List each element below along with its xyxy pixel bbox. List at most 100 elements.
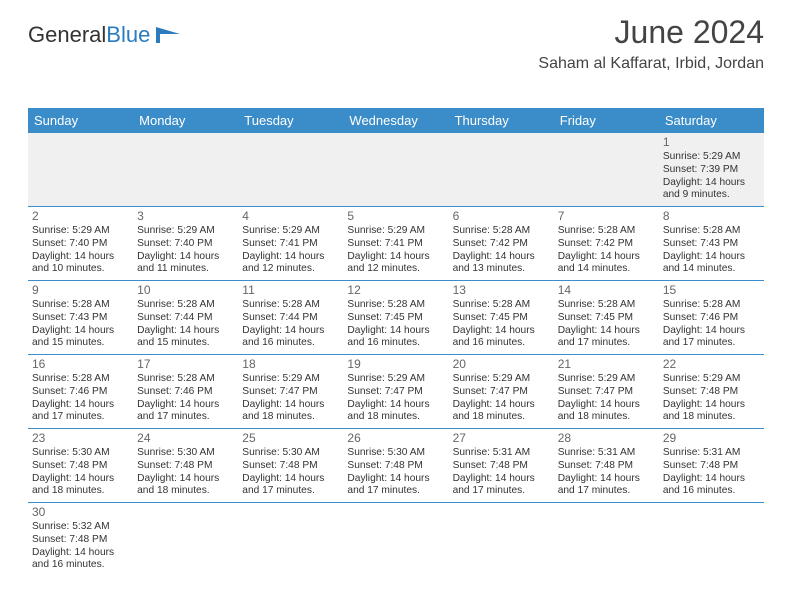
daylight-text: and 15 minutes. (32, 337, 129, 350)
day-number: 12 (347, 283, 444, 298)
sunrise-text: Sunrise: 5:28 AM (137, 373, 234, 386)
daylight-text: and 12 minutes. (347, 263, 444, 276)
daylight-text: Daylight: 14 hours (242, 399, 339, 412)
dayname-header: Friday (554, 108, 659, 133)
day-number: 21 (558, 357, 655, 372)
sunset-text: Sunset: 7:45 PM (453, 312, 550, 325)
sunset-text: Sunset: 7:48 PM (32, 460, 129, 473)
day-number: 23 (32, 431, 129, 446)
sunrise-text: Sunrise: 5:29 AM (558, 373, 655, 386)
day-cell: 4Sunrise: 5:29 AMSunset: 7:41 PMDaylight… (238, 207, 343, 280)
daylight-text: Daylight: 14 hours (558, 399, 655, 412)
empty-cell (449, 133, 554, 206)
sunrise-text: Sunrise: 5:31 AM (453, 447, 550, 460)
day-cell: 29Sunrise: 5:31 AMSunset: 7:48 PMDayligh… (659, 429, 764, 502)
daylight-text: and 16 minutes. (32, 559, 129, 572)
sunrise-text: Sunrise: 5:29 AM (347, 225, 444, 238)
sunrise-text: Sunrise: 5:28 AM (558, 225, 655, 238)
sunset-text: Sunset: 7:39 PM (663, 164, 760, 177)
daylight-text: and 13 minutes. (453, 263, 550, 276)
sunrise-text: Sunrise: 5:28 AM (453, 299, 550, 312)
sunrise-text: Sunrise: 5:28 AM (32, 373, 129, 386)
day-number: 6 (453, 209, 550, 224)
daylight-text: and 11 minutes. (137, 263, 234, 276)
day-cell: 1Sunrise: 5:29 AMSunset: 7:39 PMDaylight… (659, 133, 764, 206)
sunrise-text: Sunrise: 5:28 AM (453, 225, 550, 238)
sunset-text: Sunset: 7:48 PM (663, 460, 760, 473)
day-cell: 22Sunrise: 5:29 AMSunset: 7:48 PMDayligh… (659, 355, 764, 428)
daylight-text: and 16 minutes. (242, 337, 339, 350)
day-cell: 18Sunrise: 5:29 AMSunset: 7:47 PMDayligh… (238, 355, 343, 428)
day-cell: 24Sunrise: 5:30 AMSunset: 7:48 PMDayligh… (133, 429, 238, 502)
day-cell: 11Sunrise: 5:28 AMSunset: 7:44 PMDayligh… (238, 281, 343, 354)
sunset-text: Sunset: 7:45 PM (558, 312, 655, 325)
location-subtitle: Saham al Kaffarat, Irbid, Jordan (538, 55, 764, 73)
empty-cell (133, 503, 238, 576)
day-number: 10 (137, 283, 234, 298)
sunrise-text: Sunrise: 5:30 AM (242, 447, 339, 460)
day-number: 7 (558, 209, 655, 224)
day-number: 3 (137, 209, 234, 224)
sunrise-text: Sunrise: 5:28 AM (663, 225, 760, 238)
sunrise-text: Sunrise: 5:29 AM (663, 151, 760, 164)
daylight-text: Daylight: 14 hours (663, 177, 760, 190)
daylight-text: Daylight: 14 hours (242, 473, 339, 486)
sunset-text: Sunset: 7:48 PM (32, 534, 129, 547)
daylight-text: and 18 minutes. (558, 411, 655, 424)
day-cell: 28Sunrise: 5:31 AMSunset: 7:48 PMDayligh… (554, 429, 659, 502)
day-number: 2 (32, 209, 129, 224)
daylight-text: and 17 minutes. (347, 485, 444, 498)
daylight-text: and 14 minutes. (558, 263, 655, 276)
week-row: 2 Sunrise: 5:29 AM Sunset: 7:40 PM Daylight… (28, 207, 764, 281)
day-number: 19 (347, 357, 444, 372)
daylight-text: Daylight: 14 hours (347, 473, 444, 486)
sunrise-text: Sunrise: 5:29 AM (137, 225, 234, 238)
daylight-text: Daylight: 14 hours (137, 399, 234, 412)
daylight-text: Daylight: 14 hours (558, 325, 655, 338)
daylight-text: and 18 minutes. (32, 485, 129, 498)
logo-flag-icon (154, 25, 184, 45)
week-row: 30Sunrise: 5:32 AMSunset: 7:48 PMDayligh… (28, 503, 764, 576)
day-cell: 12Sunrise: 5:28 AMSunset: 7:45 PMDayligh… (343, 281, 448, 354)
sunrise-text: Sunrise: 5:29 AM (242, 225, 339, 238)
day-cell: 17Sunrise: 5:28 AMSunset: 7:46 PMDayligh… (133, 355, 238, 428)
logo-text-1: General (28, 22, 106, 48)
day-cell: 3Sunrise: 5:29 AMSunset: 7:40 PMDaylight… (133, 207, 238, 280)
day-cell: 13Sunrise: 5:28 AMSunset: 7:45 PMDayligh… (449, 281, 554, 354)
day-number: 16 (32, 357, 129, 372)
day-number: 17 (137, 357, 234, 372)
daylight-text: Daylight: 14 hours (558, 251, 655, 264)
daylight-text: and 17 minutes. (453, 485, 550, 498)
sunset-text: Sunset: 7:40 PM (32, 238, 129, 251)
daylight-text: and 12 minutes. (242, 263, 339, 276)
day-number: 18 (242, 357, 339, 372)
daylight-text: Daylight: 14 hours (137, 251, 234, 264)
daylight-text: Daylight: 14 hours (453, 251, 550, 264)
sunrise-text: Sunrise: 5:30 AM (347, 447, 444, 460)
empty-cell (449, 503, 554, 576)
sunrise-text: Sunrise: 5:28 AM (137, 299, 234, 312)
sunrise-text: Sunrise: 5:31 AM (663, 447, 760, 460)
day-cell: 26Sunrise: 5:30 AMSunset: 7:48 PMDayligh… (343, 429, 448, 502)
sunset-text: Sunset: 7:42 PM (558, 238, 655, 251)
day-number: 13 (453, 283, 550, 298)
daylight-text: Daylight: 14 hours (32, 399, 129, 412)
week-row: 16Sunrise: 5:28 AMSunset: 7:46 PMDayligh… (28, 355, 764, 429)
sunset-text: Sunset: 7:47 PM (558, 386, 655, 399)
day-number: 14 (558, 283, 655, 298)
day-cell: 9Sunrise: 5:28 AMSunset: 7:43 PMDaylight… (28, 281, 133, 354)
daylight-text: Daylight: 14 hours (663, 325, 760, 338)
sunset-text: Sunset: 7:48 PM (242, 460, 339, 473)
daylight-text: Daylight: 14 hours (453, 473, 550, 486)
daylight-text: Daylight: 14 hours (242, 325, 339, 338)
daylight-text: and 17 minutes. (242, 485, 339, 498)
dayname-header: Thursday (449, 108, 554, 133)
day-cell: 21Sunrise: 5:29 AMSunset: 7:47 PMDayligh… (554, 355, 659, 428)
sunset-text: Sunset: 7:48 PM (453, 460, 550, 473)
calendar: SundayMondayTuesdayWednesdayThursdayFrid… (28, 108, 764, 576)
sunset-text: Sunset: 7:47 PM (347, 386, 444, 399)
sunset-text: Sunset: 7:42 PM (453, 238, 550, 251)
daylight-text: and 16 minutes. (453, 337, 550, 350)
daylight-text: Daylight: 14 hours (558, 473, 655, 486)
daylight-text: Daylight: 14 hours (347, 399, 444, 412)
